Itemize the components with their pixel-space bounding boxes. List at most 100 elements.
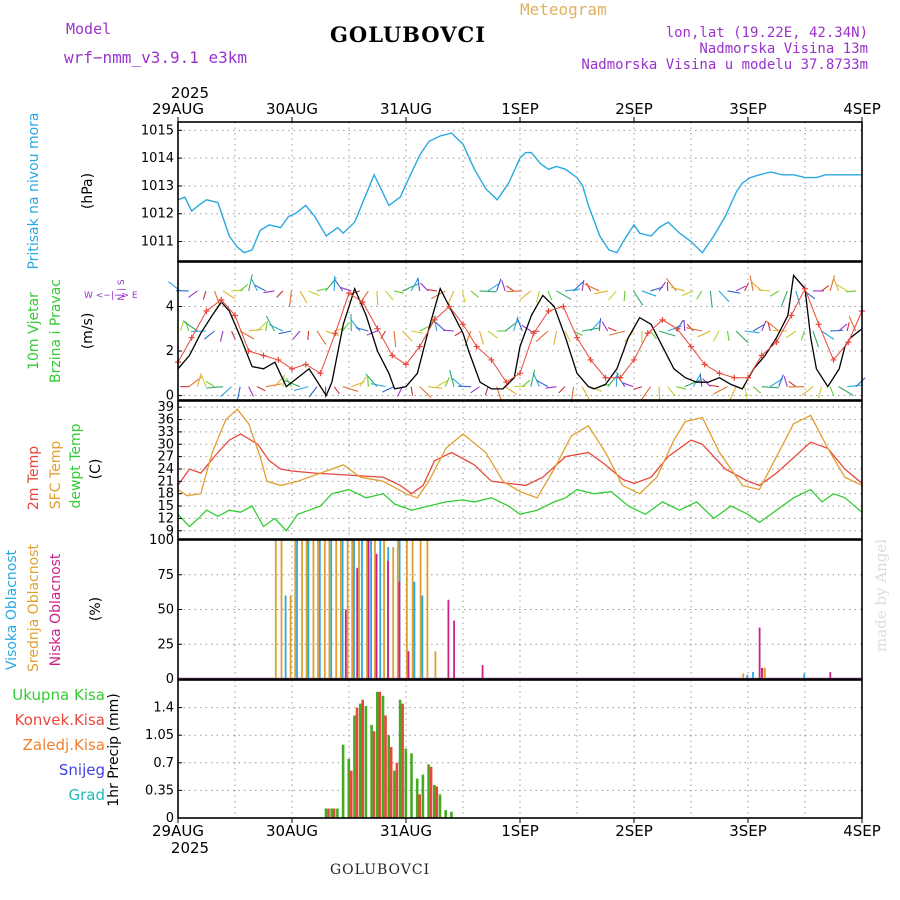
wind-arrow: [487, 282, 501, 292]
wind-arrow: [269, 324, 284, 332]
wind-arrow: [385, 290, 394, 301]
wind-marker: [289, 365, 295, 372]
wind-arrow: [545, 386, 557, 389]
cloud-bar-srednja: [346, 540, 349, 679]
x-tick-label-bottom: 2SEP: [615, 822, 653, 840]
wind-arrow: [535, 290, 540, 303]
y-tick-label: 1.4: [153, 701, 174, 716]
cloud-bar-srednja: [339, 540, 342, 679]
wind-marker: [701, 361, 708, 368]
wind-marker: [403, 361, 409, 368]
wind-marker: [745, 374, 751, 381]
wind-arrow: [699, 373, 703, 387]
wind-arrow: [204, 330, 215, 340]
wind-arrow: [607, 327, 617, 332]
cloud-label-mid: Srednja Oblacnost: [26, 544, 42, 672]
wind-marker: [674, 325, 681, 332]
x-tick-label-bottom: 30AUG: [266, 822, 318, 840]
wind-arrow: [833, 277, 840, 292]
wind-arrow: [615, 371, 618, 387]
wind-arrow: [601, 321, 609, 332]
cloud-bar-niska: [387, 560, 389, 679]
precip-bar-konvek-kisa: [350, 770, 353, 818]
wind-arrow: [821, 330, 835, 340]
data-layer: [168, 132, 866, 818]
pressure-ylabel: Pritisak na nivou mora: [26, 112, 42, 269]
y-tick-label: 36: [157, 413, 174, 428]
cloud-bar-niska: [453, 620, 455, 679]
cloud-bar-srednja: [289, 595, 292, 679]
wind-marker: [232, 312, 238, 319]
cloud-bar-niska: [829, 672, 832, 679]
wind-arrow: [325, 330, 339, 337]
cloud-bar-srednja: [366, 540, 368, 679]
wind-arrow: [697, 330, 711, 338]
wind-arrow: [213, 290, 221, 307]
wind-arrow: [838, 386, 854, 396]
x-tick-label-top: 1SEP: [501, 100, 539, 118]
wind-arrow: [718, 290, 730, 303]
wind-arrow: [380, 330, 386, 339]
wind-arrow: [196, 373, 202, 387]
y-tick-label: 0.35: [145, 783, 174, 798]
precip-bar-ukupna-kisa: [358, 703, 362, 818]
precip-bar-konvek-kisa: [418, 794, 421, 818]
x-tick-label-top: 29AUG: [152, 100, 204, 118]
cloud-bar-srednja: [426, 540, 429, 679]
wind-arrow: [367, 376, 369, 387]
wind-arrow: [681, 290, 694, 296]
wind-arrow: [183, 320, 198, 332]
temp-panel-frame: [177, 400, 863, 540]
wind-arrow: [239, 283, 249, 292]
x-tick-label-bottom: 29AUG: [152, 822, 204, 840]
wind-arrow: [450, 376, 463, 388]
y-tick-label: 27: [157, 450, 174, 465]
x-tick-label-top: 4SEP: [843, 100, 881, 118]
coords-label: lon,lat (19.22E, 42.34N): [665, 25, 868, 41]
wind-arrow: [393, 290, 404, 294]
wind-arrow: [417, 277, 421, 292]
wind-arrow: [513, 316, 519, 332]
y-tick-label: 33: [157, 425, 174, 440]
wind-marker: [773, 339, 780, 346]
precip-bar-konvek-kisa: [355, 707, 359, 818]
wind-arrow: [623, 290, 626, 301]
wind-arrow: [573, 281, 584, 292]
wind-marker: [416, 343, 423, 350]
precip-legend-label: Ukupna Kisa: [12, 686, 105, 704]
x-tick-label-top: 3SEP: [729, 100, 767, 118]
wind-arrow: [342, 386, 359, 392]
wind-arrow: [658, 281, 666, 292]
temp-label-2m: 2m Temp: [26, 446, 42, 510]
wind-arrow: [292, 330, 301, 340]
cloud-bar-srednja: [280, 540, 283, 679]
series-pressure: [177, 132, 862, 254]
wind-arrow: [504, 386, 518, 395]
precip-bar-ukupna-kisa: [324, 808, 328, 818]
precip-bar-ukupna-kisa: [376, 691, 379, 818]
wind-arrow: [671, 286, 685, 292]
wind-arrow: [370, 382, 386, 388]
wind-arrow: [461, 290, 466, 303]
wind-arrow: [513, 385, 526, 388]
wind-arrow: [665, 277, 677, 292]
wind-marker: [332, 330, 339, 337]
wind-arrow: [447, 290, 455, 304]
cloud-bar-visoka: [413, 581, 416, 679]
precip-bar-konvek-kisa: [378, 691, 382, 818]
wind-arrow: [735, 330, 749, 344]
series-2m-temp: [177, 433, 863, 495]
wind-arrow: [780, 290, 788, 308]
wind-arrow: [608, 290, 617, 301]
precip-bar-konvek-kisa: [327, 808, 330, 818]
wind-arrow: [564, 288, 580, 292]
wind-arrow: [519, 290, 532, 301]
wind-arrow: [427, 289, 437, 292]
wind-arrow: [222, 290, 236, 300]
precip-legend-label: Snijeg: [59, 761, 105, 779]
wind-arrow: [265, 315, 275, 332]
wind-arrow: [393, 330, 397, 347]
y-tick-label: 0: [166, 811, 174, 826]
wind-marker: [317, 370, 324, 377]
cloud-bar-srednja: [374, 540, 376, 679]
